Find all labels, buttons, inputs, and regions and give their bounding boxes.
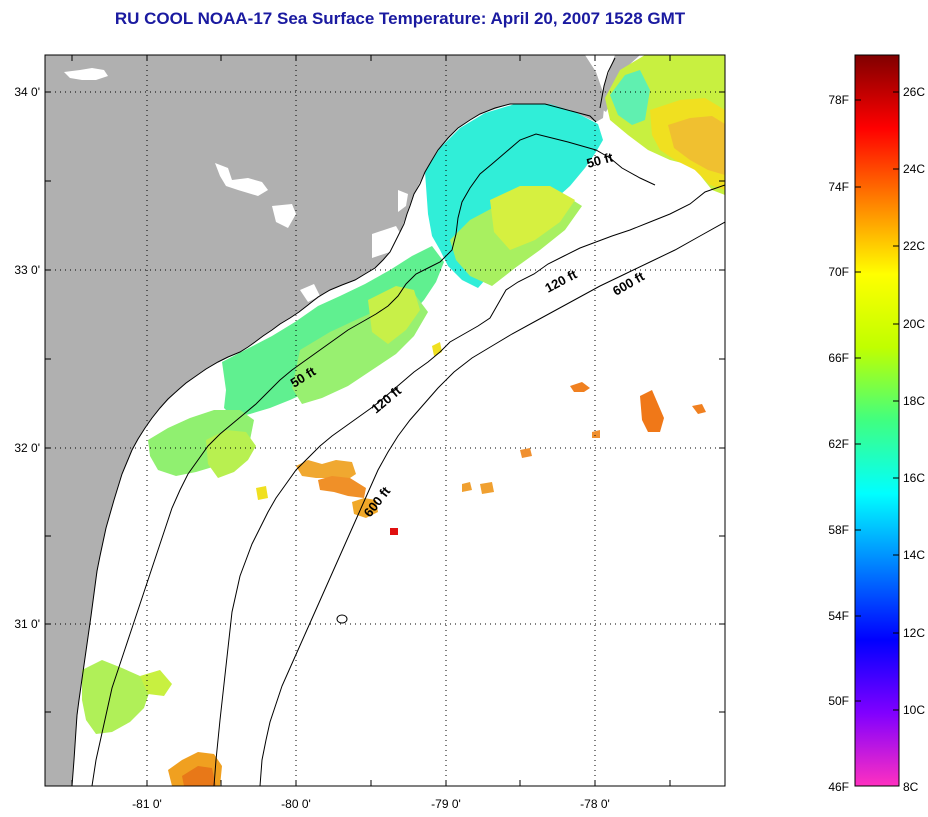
lat-lon-grid	[45, 55, 725, 786]
x-tick-label: -79 0'	[431, 797, 461, 811]
colorbar-f-label: 62F	[828, 437, 849, 451]
colorbar-c-label: 26C	[903, 85, 925, 99]
contour-50ft	[91, 133, 656, 786]
x-tick-label: -78 0'	[580, 797, 610, 811]
y-tick-label: 31 0'	[14, 617, 40, 631]
colorbar-ticks	[855, 91, 899, 711]
colorbar-c-label: 16C	[903, 471, 925, 485]
x-tick-label: -80 0'	[281, 797, 311, 811]
map-frame	[44, 54, 726, 787]
y-tick-label: 34 0'	[14, 85, 40, 99]
colorbar-c-label: 10C	[903, 703, 925, 717]
colorbar-c-label: 24C	[903, 162, 925, 176]
colorbar-f-label: 58F	[828, 523, 849, 537]
colorbar-f-label: 70F	[828, 265, 849, 279]
colorbar-c-label: 14C	[903, 548, 925, 562]
colorbar-c-label: 20C	[903, 317, 925, 331]
colorbar-f-label: 74F	[828, 180, 849, 194]
colorbar-scale	[854, 54, 900, 787]
colorbar-c-label: 12C	[903, 626, 925, 640]
colorbar-f-label: 66F	[828, 351, 849, 365]
contour-label-50ft: 50 ft	[585, 149, 615, 171]
cloud-patches	[64, 68, 408, 302]
coastline-north	[599, 57, 616, 109]
contour-120ft	[213, 184, 725, 786]
colorbar-c-label: 22C	[903, 239, 925, 253]
map-tick-marks	[45, 55, 725, 786]
contour-600ft	[259, 221, 725, 786]
colorbar-c-label: 18C	[903, 394, 925, 408]
map-title: RU COOL NOAA-17 Sea Surface Temperature:…	[114, 9, 686, 28]
contour-600ft-islet	[336, 614, 348, 624]
y-tick-label: 33 0'	[14, 263, 40, 277]
colorbar-f-label: 78F	[828, 93, 849, 107]
x-tick-label: -81 0'	[132, 797, 162, 811]
colorbar-f-label: 50F	[828, 694, 849, 708]
land-mass	[45, 55, 605, 786]
colorbar-c-label: 8C	[903, 780, 919, 794]
colorbar-f-label: 46F	[828, 780, 849, 794]
sst-data	[82, 55, 725, 786]
coastline	[71, 103, 597, 786]
colorbar-f-label: 54F	[828, 609, 849, 623]
y-tick-label: 32 0'	[14, 441, 40, 455]
